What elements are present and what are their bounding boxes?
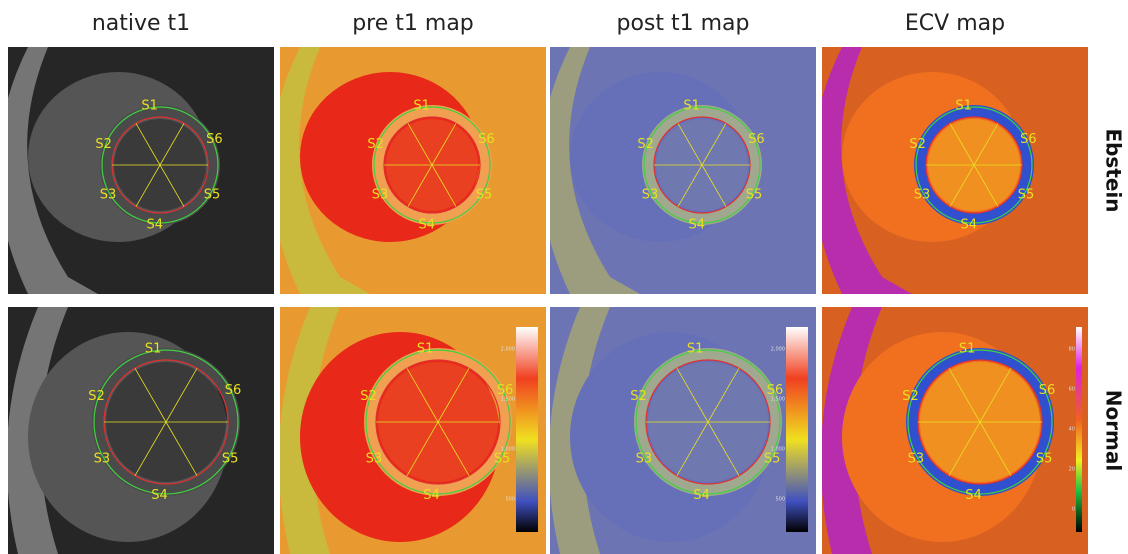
segment-label: S2 bbox=[637, 137, 654, 152]
segment-label: S5 bbox=[204, 188, 221, 203]
column-header: native t1 bbox=[92, 11, 190, 36]
segment-label: S4 bbox=[423, 488, 440, 503]
image-panel: S1 S2 S3 S4 S5 S6 bbox=[7, 307, 274, 554]
segment-label: S4 bbox=[689, 217, 706, 232]
image-panel: S1 S2 S3 S4 S5 S6 bbox=[540, 47, 816, 294]
colorbar-label: 2,000 bbox=[771, 347, 785, 353]
segment-label: S6 bbox=[1039, 383, 1056, 398]
segment-label: S1 bbox=[955, 98, 972, 113]
image-panel: S1 S2 S3 S4 S5 S6 bbox=[270, 47, 546, 294]
segment-label: S4 bbox=[965, 488, 982, 503]
colorbar-label: 500 bbox=[775, 497, 785, 503]
colorbar bbox=[1076, 327, 1082, 532]
segment-label: S2 bbox=[902, 389, 919, 404]
colorbar-label: 2,000 bbox=[501, 347, 515, 353]
column-header: pre t1 map bbox=[352, 11, 474, 36]
segment-label: S4 bbox=[151, 488, 168, 503]
row-label: Ebstein bbox=[1102, 128, 1126, 212]
segment-label: S2 bbox=[88, 389, 105, 404]
image-panel: S1 S2 S3 S4 S5 S6 bbox=[0, 47, 274, 294]
row-label: Normal bbox=[1102, 390, 1126, 472]
segment-label: S5 bbox=[476, 188, 493, 203]
colorbar-label: 1,500 bbox=[501, 397, 515, 403]
segment-label: S4 bbox=[961, 217, 978, 232]
image-panel: S1 S2 S3 S4 S5 S6 80 60 40 20 0 bbox=[821, 307, 1088, 554]
panel-content: S1 S2 S3 S4 S5 S6 bbox=[270, 47, 546, 294]
segment-label: S1 bbox=[959, 342, 976, 357]
panel-content: S1 S2 S3 S4 S5 S6 80 60 40 20 0 bbox=[821, 307, 1088, 554]
colorbar-label: 500 bbox=[505, 497, 515, 503]
colorbar bbox=[786, 327, 808, 532]
segment-label: S1 bbox=[687, 342, 704, 357]
segment-label: S6 bbox=[1020, 132, 1037, 147]
segment-label: S3 bbox=[914, 188, 931, 203]
segment-label: S2 bbox=[360, 389, 377, 404]
segment-label: S1 bbox=[683, 98, 700, 113]
colorbar-label: 60 bbox=[1069, 387, 1075, 393]
colorbar-label: 1,500 bbox=[771, 397, 785, 403]
colorbar-label: 20 bbox=[1069, 467, 1075, 473]
segment-label: S1 bbox=[141, 98, 158, 113]
segment-label: S5 bbox=[746, 188, 763, 203]
segment-label: S1 bbox=[417, 342, 434, 357]
segment-label: S3 bbox=[642, 188, 659, 203]
segment-label: S5 bbox=[494, 452, 511, 467]
segment-label: S3 bbox=[94, 452, 111, 467]
colorbar-label: 80 bbox=[1069, 347, 1075, 353]
segment-label: S2 bbox=[630, 389, 647, 404]
image-panel: S1 S2 S3 S4 S5 S6 bbox=[812, 47, 1088, 294]
segment-label: S3 bbox=[372, 188, 389, 203]
colorbar-label: 40 bbox=[1069, 427, 1075, 433]
image-panel: S1S2S3S4S5S62,0001,5001,000500 bbox=[279, 307, 546, 554]
segment-label: S6 bbox=[478, 132, 495, 147]
colorbar bbox=[516, 327, 538, 532]
segment-label: S3 bbox=[100, 188, 117, 203]
panel-content: S1 S2 S3 S4 S5 S6 bbox=[0, 47, 274, 294]
column-header: ECV map bbox=[905, 11, 1005, 36]
segment-label: S3 bbox=[908, 452, 925, 467]
segment-label: S2 bbox=[909, 137, 926, 152]
segment-label: S5 bbox=[222, 452, 239, 467]
segment-label: S1 bbox=[413, 98, 430, 113]
colorbar-label: 0 bbox=[1072, 507, 1075, 513]
segment-label: S3 bbox=[366, 452, 383, 467]
column-header: post t1 map bbox=[617, 11, 750, 36]
segment-label: S3 bbox=[636, 452, 653, 467]
segment-label: S6 bbox=[225, 383, 242, 398]
colorbar-label: 1,000 bbox=[771, 447, 785, 453]
figure: native t1 pre t1 map post t1 map ECV map Ebs… bbox=[0, 0, 1128, 554]
colorbar-label: 1,000 bbox=[501, 447, 515, 453]
segment-label: S2 bbox=[95, 137, 112, 152]
panel-content: S1 S2 S3 S4 S5 S6 bbox=[540, 47, 816, 294]
segment-label: S5 bbox=[1018, 188, 1035, 203]
segment-label: S5 bbox=[764, 452, 781, 467]
segment-label: S6 bbox=[206, 132, 223, 147]
segment-label: S5 bbox=[1036, 452, 1053, 467]
segment-label: S1 bbox=[145, 342, 162, 357]
panel-content: S1 S2 S3 S4 S5 S6 bbox=[7, 307, 274, 554]
segment-label: S4 bbox=[147, 217, 164, 232]
panel-content: S1 S2 S3 S4 S5 S6 bbox=[812, 47, 1088, 294]
segment-label: S4 bbox=[419, 217, 436, 232]
segment-label: S2 bbox=[367, 137, 384, 152]
segment-label: S6 bbox=[748, 132, 765, 147]
segment-label: S4 bbox=[693, 488, 710, 503]
